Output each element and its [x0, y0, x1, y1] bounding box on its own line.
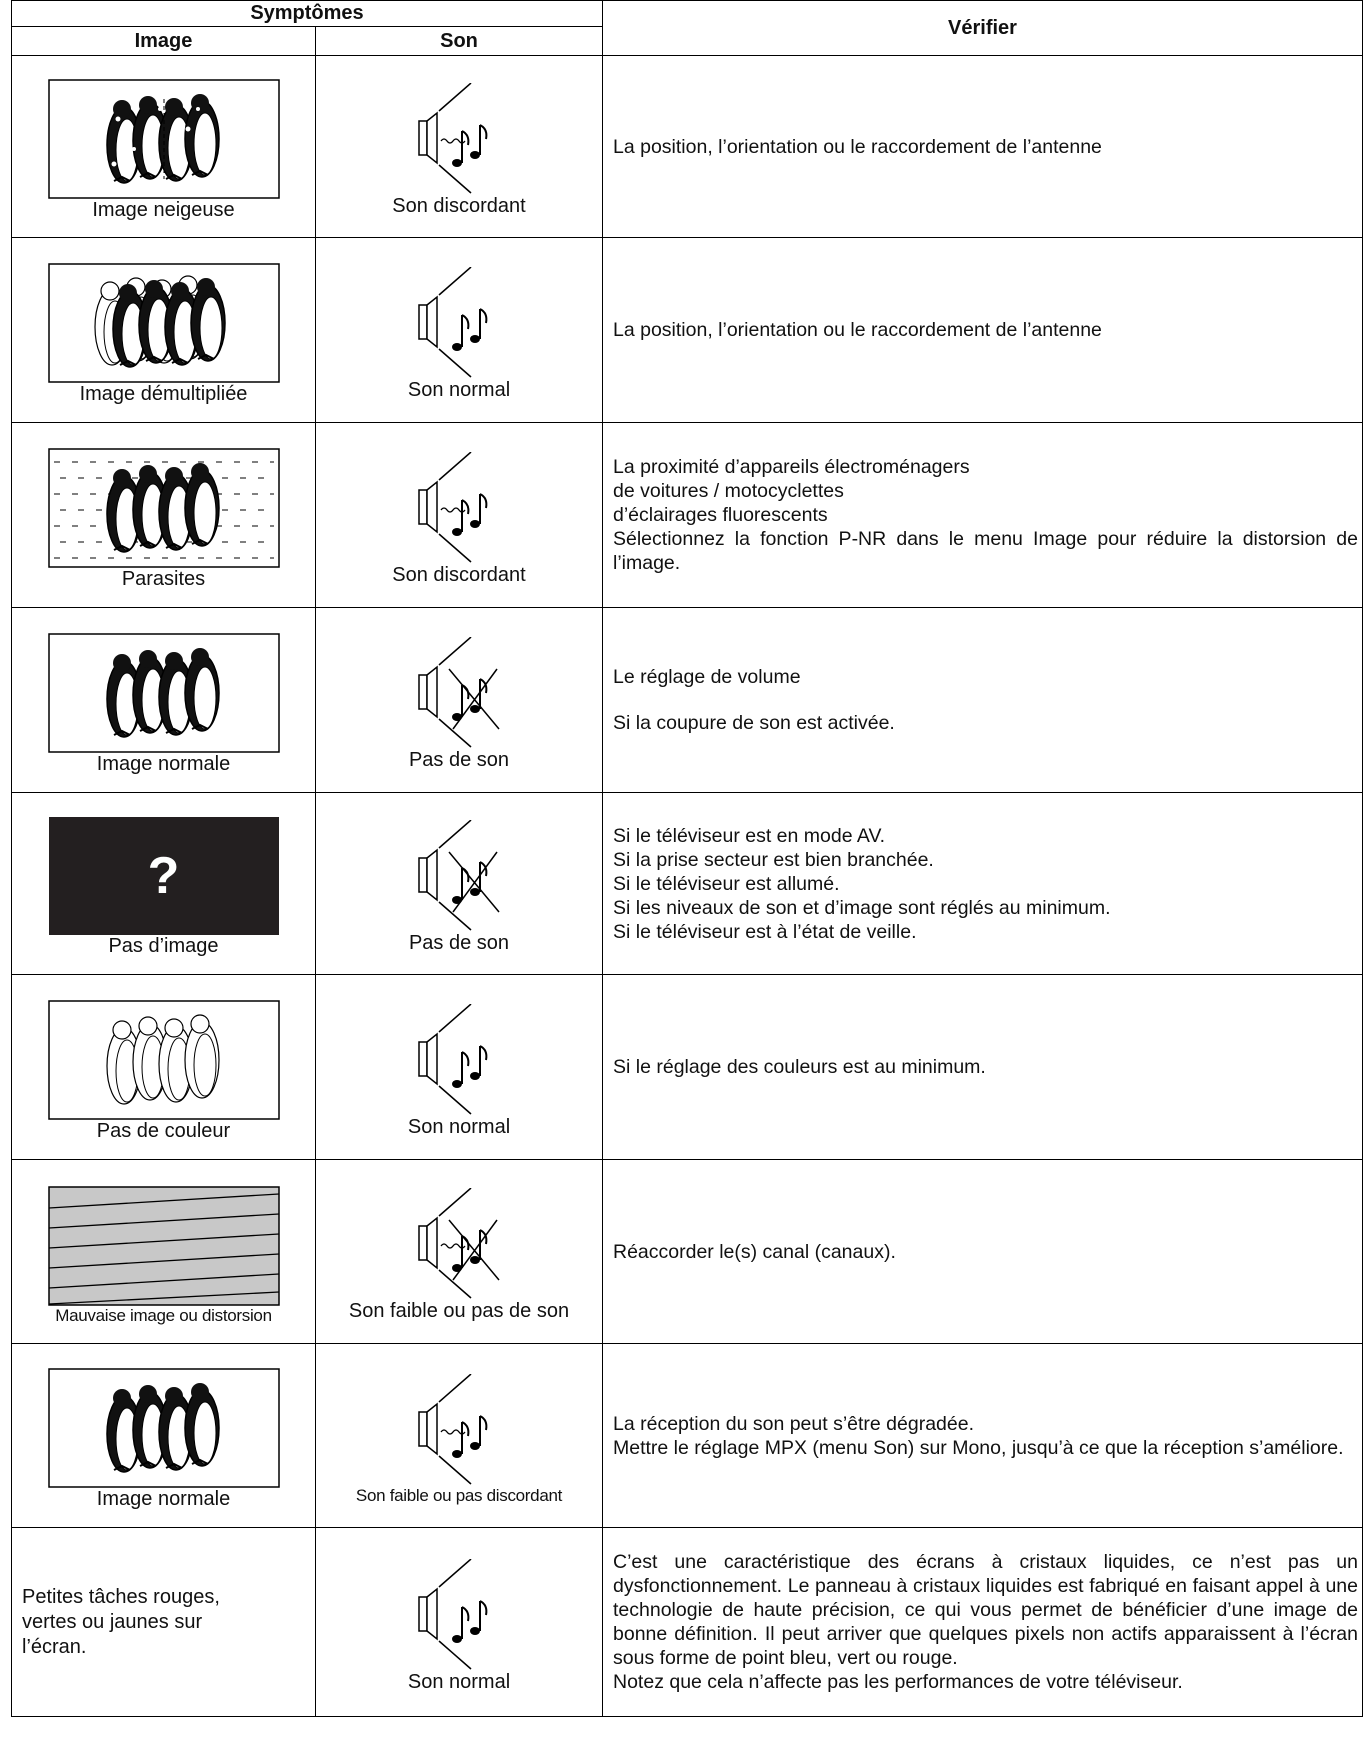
picture-label: Image normale	[96, 1488, 231, 1510]
check-text: Si la coupure de son est activée.	[613, 712, 895, 734]
sound-label: Son discordant	[392, 563, 526, 586]
header: Son	[315, 26, 603, 56]
picture-icon	[47, 447, 280, 568]
sound-icon	[418, 451, 488, 563]
check-text: Si le téléviseur est en mode AV.	[613, 824, 886, 847]
check-text: La réception du son peut s’être dégradée…	[613, 1412, 975, 1435]
sound-label: Pas de son	[408, 748, 510, 771]
check-text: La position, l’orientation ou le raccord…	[613, 319, 1102, 341]
header: Symptômes	[11, 0, 603, 27]
header: Vérifier	[602, 0, 1363, 56]
sound-label: Pas de son	[408, 932, 510, 954]
picture-label: Image démultipliée	[79, 382, 248, 405]
picture-label: Mauvaise image ou distorsion	[55, 1305, 272, 1325]
picture-label: Pas de couleur	[96, 1119, 231, 1142]
sound-label: Son discordant	[392, 195, 526, 217]
check-text: Sélectionnez la fonction P-NR dans le me…	[613, 528, 1358, 574]
sound-label: Son faible ou pas discordant	[355, 1485, 563, 1505]
check-text: Si la prise secteur est bien branchée.	[613, 848, 934, 871]
check-text: d’éclairages fluorescents	[613, 504, 828, 526]
sound-icon	[418, 1558, 488, 1670]
check-text: La proximité d’appareils électroménagers	[613, 456, 970, 478]
picture-icon	[47, 79, 280, 199]
sound-label: Son normal	[407, 1670, 511, 1693]
picture-icon	[47, 262, 280, 383]
check-text: Réaccorder le(s) canal (canaux).	[613, 1240, 896, 1263]
sound-icon	[418, 266, 488, 378]
check-text: de voitures / motocyclettes	[613, 480, 844, 502]
no-picture-icon: ?	[48, 817, 279, 935]
check-text: Si le réglage des couleurs est au minimu…	[613, 1056, 986, 1078]
picture-label: Parasites	[121, 567, 206, 590]
check-text: C’est une caractéristique des écrans à c…	[613, 1551, 1358, 1669]
picture-label: Petites tâches rouges, vertes ou jaunes …	[22, 1585, 220, 1658]
sound-icon	[418, 1003, 488, 1115]
picture-icon	[47, 1185, 280, 1306]
sound-icon	[418, 1373, 488, 1485]
sound-label: Son normal	[407, 378, 511, 401]
check-text: Si les niveaux de son et d’image sont ré…	[613, 896, 1111, 919]
picture-icon	[47, 632, 280, 753]
check-text: Mettre le réglage MPX (menu Son) sur Mon…	[613, 1436, 1344, 1459]
picture-label: Image neigeuse	[92, 199, 235, 221]
header: Image	[11, 26, 316, 56]
symptom-table: Symptômes Vérifier Image Son Image neige…	[11, 0, 1363, 1717]
check-text: Si le téléviseur est à l’état de veille.	[613, 920, 917, 943]
sound-icon	[418, 83, 488, 194]
sound-icon	[418, 636, 500, 748]
check-text: Notez que cela n’affecte pas les perform…	[613, 1671, 1183, 1693]
picture-label: Image normale	[96, 752, 231, 775]
check-text: Le réglage de volume	[613, 666, 801, 688]
sound-label: Son normal	[407, 1115, 511, 1138]
sound-icon	[418, 820, 500, 931]
check-text: Si le téléviseur est allumé.	[613, 872, 840, 895]
picture-icon	[47, 999, 280, 1120]
picture-icon	[47, 1368, 280, 1488]
sound-label: Son faible ou pas de son	[348, 1300, 570, 1322]
picture-label: Pas d’image	[108, 935, 219, 957]
check-text: La position, l’orientation ou le raccord…	[613, 135, 1102, 158]
sound-icon	[418, 1188, 500, 1299]
